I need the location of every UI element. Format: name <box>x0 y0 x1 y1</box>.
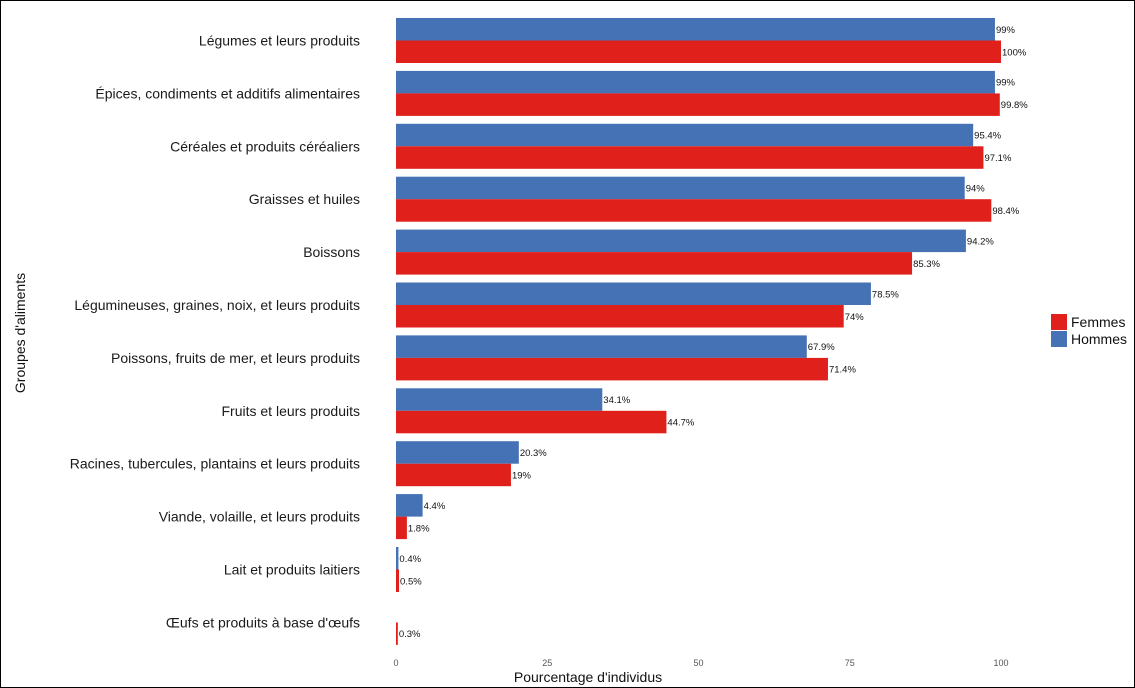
data-label-femmes: 74% <box>845 312 865 323</box>
category-label: Lait et produits laitiers <box>224 562 360 578</box>
data-label-femmes: 98.4% <box>992 206 1019 217</box>
bar-femmes <box>396 252 913 275</box>
y-axis-title: Groupes d'aliments <box>12 273 28 393</box>
data-label-femmes: 19% <box>512 470 532 481</box>
data-label-hommes: 78.5% <box>872 289 899 300</box>
data-label-hommes: 34.1% <box>603 395 630 406</box>
data-label-femmes: 0.5% <box>400 576 422 587</box>
category-label: Boissons <box>303 244 360 260</box>
data-label-hommes: 94% <box>966 183 986 194</box>
category-label: Graisses et huiles <box>249 191 360 207</box>
bar-femmes <box>396 622 398 645</box>
x-tick-label: 50 <box>693 658 703 668</box>
data-label-hommes: 94.2% <box>967 236 994 247</box>
data-label-hommes: 99% <box>996 78 1016 89</box>
x-tick-label: 25 <box>542 658 552 668</box>
category-label: Viande, volaille, et leurs produits <box>159 509 360 525</box>
category-label: Légumes et leurs produits <box>199 33 360 49</box>
bar-femmes <box>396 93 1000 116</box>
bar-hommes <box>396 441 519 464</box>
category-labels: Légumes et leurs produits Épices, condime… <box>70 33 360 631</box>
data-label-hommes: 95.4% <box>974 131 1001 142</box>
bar-femmes <box>396 305 844 328</box>
legend-label-hommes: Hommes <box>1071 331 1127 347</box>
legend-swatch-hommes <box>1051 331 1067 347</box>
category-label: Poissons, fruits de mer, et leurs produi… <box>111 350 360 366</box>
x-axis-ticks: 0 25 50 75 100 <box>393 658 1008 668</box>
bar-layer: 99% 100% 99% 99.8% 95.4% 97.1% 94% 98.4% 94.2% 85… <box>396 18 1028 645</box>
data-label-hommes: 0.4% <box>399 554 421 565</box>
x-tick-label: 75 <box>845 658 855 668</box>
category-label: Racines, tubercules, plantains et leurs … <box>70 456 360 472</box>
data-label-femmes: 0.3% <box>399 629 421 640</box>
data-label-femmes: 44.7% <box>667 418 694 429</box>
bar-femmes <box>396 569 400 592</box>
bar-hommes <box>396 335 807 358</box>
data-label-hommes: 4.4% <box>424 501 446 512</box>
bar-hommes <box>396 494 423 517</box>
bar-hommes <box>396 282 871 305</box>
data-label-hommes: 20.3% <box>520 448 547 459</box>
bar-femmes <box>396 516 407 540</box>
category-label: Épices, condiments et additifs alimentai… <box>95 85 360 101</box>
bar-hommes <box>396 547 399 570</box>
data-label-hommes: 99% <box>996 25 1016 36</box>
legend: Femmes Hommes <box>1051 314 1127 347</box>
data-label-femmes: 71.4% <box>829 365 856 376</box>
category-label: Œufs et produits à base d'œufs <box>166 614 360 630</box>
bar-femmes <box>396 146 984 169</box>
category-label: Céréales et produits céréaliers <box>170 138 360 154</box>
legend-label-femmes: Femmes <box>1071 314 1125 330</box>
bar-hommes <box>396 229 966 253</box>
bar-femmes <box>396 199 992 222</box>
bar-femmes <box>396 357 828 381</box>
bar-hommes <box>396 123 974 147</box>
data-label-femmes: 1.8% <box>408 523 430 534</box>
bar-hommes <box>396 388 603 411</box>
bar-hommes <box>396 70 995 94</box>
data-label-femmes: 97.1% <box>984 153 1011 164</box>
data-label-femmes: 99.8% <box>1001 100 1028 111</box>
category-label: Fruits et leurs produits <box>222 403 361 419</box>
bar-femmes <box>396 463 511 487</box>
bar-femmes <box>396 410 667 434</box>
data-label-hommes: 67.9% <box>808 342 835 353</box>
x-tick-label: 0 <box>393 658 398 668</box>
data-label-femmes: 100% <box>1002 47 1027 58</box>
bar-hommes <box>396 18 995 41</box>
category-label: Légumineuses, graines, noix, et leurs pr… <box>74 297 360 313</box>
bar-femmes <box>396 40 1001 63</box>
x-axis-title: Pourcentage d'individus <box>514 669 662 685</box>
data-label-femmes: 85.3% <box>913 259 940 270</box>
x-tick-label: 100 <box>993 658 1008 668</box>
bar-hommes <box>396 176 965 200</box>
legend-swatch-femmes <box>1051 314 1067 330</box>
